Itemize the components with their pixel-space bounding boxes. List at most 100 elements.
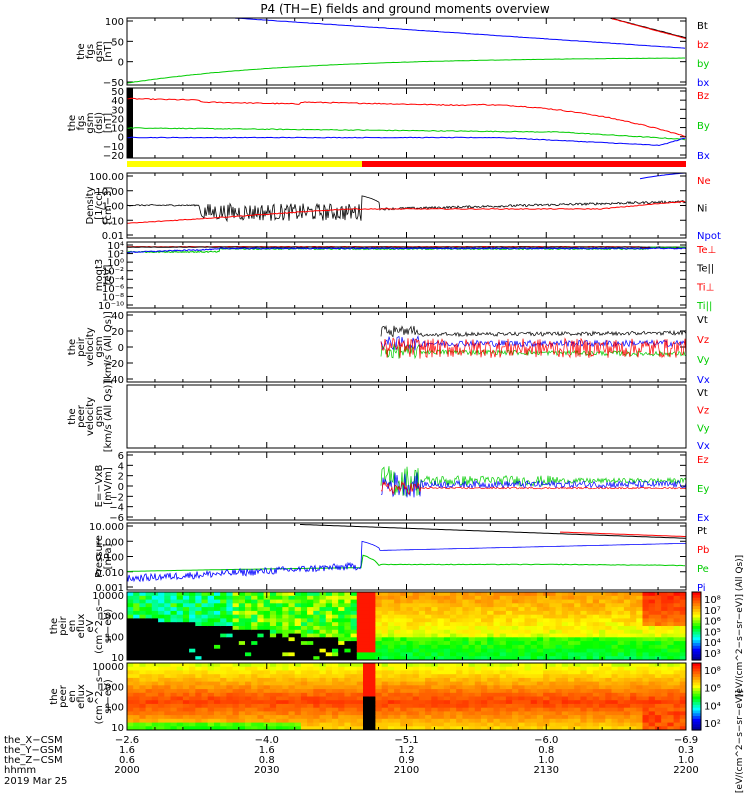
y-tick-label: 0.100 [95, 553, 124, 564]
y-tick-label: 0 [118, 58, 124, 69]
y-tick-label: 0.001 [95, 583, 124, 594]
x-tick-label: 2000 [114, 765, 139, 776]
y-axis-label: thefgsgsm[nT] [76, 41, 114, 62]
legend-Bz: Bz [697, 91, 709, 102]
series-npot [639, 173, 686, 180]
y-tick-label: 10000 [92, 662, 124, 673]
y-tick-label: −4 [109, 503, 124, 514]
legend-Te||: Te|| [696, 264, 714, 275]
y-tick-label: 1000 [99, 612, 124, 623]
panel-peer-velocity: thepeervelocitygsm[km/s (All Qs)] Vt Vz Vy V… [67, 381, 710, 453]
series-bx [127, 136, 686, 147]
x-tick-label: 1.0 [538, 755, 554, 766]
colorbar-tick-label: 10⁴ [704, 638, 721, 649]
x-tick-label: 1.6 [119, 745, 135, 756]
y-tick-label: 10.00 [95, 187, 124, 198]
y-tick-label: −40 [103, 375, 124, 386]
x-tick-label: 1.6 [259, 745, 275, 756]
series-ni [127, 195, 686, 223]
y-tick-label: 50 [111, 87, 124, 98]
colorbar-tick-label: 10³ [704, 649, 721, 660]
legend-Pb: Pb [697, 545, 709, 556]
legend-Npot: Npot [697, 231, 721, 242]
legend-Vt: Vt [697, 315, 708, 326]
y-tick-label: 10⁴ [107, 241, 124, 252]
legend-Pi: Pi [697, 583, 706, 594]
panel-peir-en-eflux: thepeirenefluxeV(cm^2−s−sr−eV)1000010001… [49, 555, 745, 697]
legend-Ex: Ex [697, 513, 709, 524]
colorbar-label: [eV/(cm^2−s−sr−eV)] (All Qs)] [735, 555, 745, 697]
series-vt [380, 325, 686, 338]
y-tick-label: 4 [118, 461, 124, 472]
x-tick-label: −4.0 [255, 735, 279, 746]
y-axis-label: moqt3[eV] [94, 259, 114, 292]
y-tick-label: −10 [103, 142, 124, 153]
y-tick-label: −20 [103, 151, 124, 162]
x-tick-label: 0.6 [119, 755, 135, 766]
x-tick-label: 0.3 [678, 745, 694, 756]
y-axis-label: Density[1/cc][cm−3] [85, 186, 114, 224]
y-tick-label: 100.00 [89, 172, 124, 183]
y-tick-label: 0 [118, 343, 124, 354]
series-ne [127, 200, 686, 224]
y-tick-label: 1000 [99, 682, 124, 693]
legend-Vy: Vy [697, 423, 710, 434]
y-tick-label: −6 [109, 513, 124, 524]
legend-Bx: Bx [697, 151, 710, 162]
x-row-label: hhmm [4, 765, 36, 776]
y-tick-label: 20 [111, 114, 124, 125]
legend-Vz: Vz [697, 335, 709, 346]
y-tick-label: 10⁻¹⁰ [98, 301, 124, 312]
y-tick-label: 6 [118, 451, 124, 462]
y-tick-label: 0.01 [102, 231, 124, 242]
y-tick-label: 10⁻² [102, 267, 124, 278]
y-tick-label: 100 [105, 632, 124, 643]
colorbar-tick-label: 10⁴ [704, 701, 721, 712]
legend-Vt: Vt [697, 388, 708, 399]
legend-by: by [697, 59, 709, 70]
legend-Te⊥: Te⊥ [696, 245, 716, 256]
series-ti-perp [127, 247, 686, 254]
series-pe [127, 554, 686, 572]
colorbar-tick-label: 10² [704, 719, 721, 730]
legend-Ti⊥: Ti⊥ [696, 282, 714, 293]
colorbar-tick-label: 10⁷ [704, 606, 721, 617]
y-axis-label: thefgsgsm(dsl)[nT] [67, 112, 114, 134]
y-tick-label: 10⁰ [107, 258, 124, 269]
x-row-label: the_Y−GSM [4, 745, 63, 756]
mode-bar-slow [127, 161, 362, 167]
y-tick-label: 10⁻⁶ [102, 284, 124, 295]
y-axis-label: thepeervelocitygsm[km/s (All Qs)] [67, 381, 114, 453]
x-tick-label: −2.6 [115, 735, 139, 746]
legend-Ey: Ey [697, 484, 709, 495]
y-tick-label: 40 [111, 96, 124, 107]
legend-Vz: Vz [697, 406, 709, 417]
y-tick-label: 0 [118, 482, 124, 493]
series-pb [560, 531, 686, 538]
y-tick-label: 20 [111, 327, 124, 338]
x-tick-label: −5.1 [394, 735, 418, 746]
y-tick-label: 50 [111, 37, 124, 48]
series-bz [127, 97, 686, 137]
legend-bz: bz [697, 40, 709, 51]
legend-Bt: Bt [697, 21, 708, 32]
series-bx [234, 18, 686, 49]
legend-Ez: Ez [697, 455, 709, 466]
x-tick-label: −6.9 [674, 735, 698, 746]
series-ey [380, 466, 686, 497]
colorbar-tick-label: 10⁵ [704, 627, 721, 638]
x-tick-label: 2130 [534, 765, 559, 776]
y-tick-label: 10 [111, 723, 124, 734]
y-axis-label: E=−VxB[mV/m] [94, 465, 114, 508]
y-tick-label: −20 [103, 359, 124, 370]
x-tick-label: 1.2 [399, 745, 415, 756]
series-by [127, 127, 686, 141]
y-tick-label: 10² [107, 250, 124, 261]
y-tick-label: −50 [103, 78, 124, 89]
y-tick-label: 30 [111, 105, 124, 116]
legend-Ne: Ne [697, 176, 711, 187]
